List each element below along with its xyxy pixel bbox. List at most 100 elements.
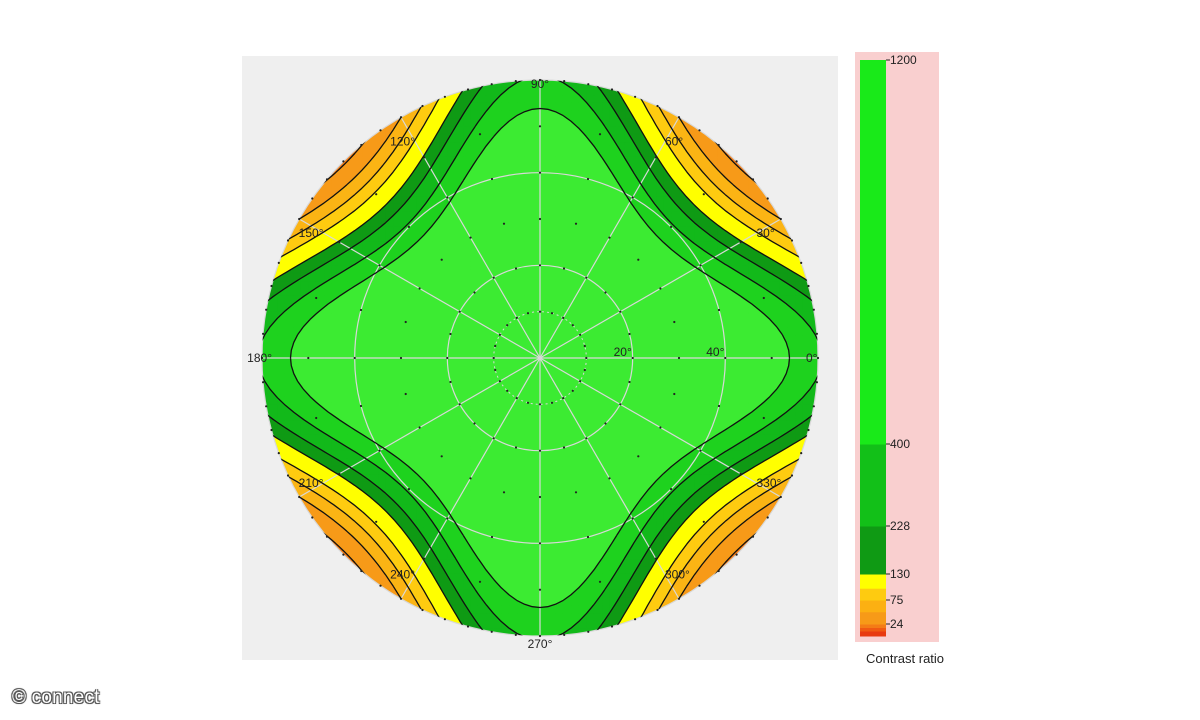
- sample-dot: [608, 477, 611, 480]
- sample-dot: [762, 416, 765, 420]
- sample-dot: [637, 258, 640, 261]
- scale-band-24: [860, 611, 886, 625]
- sample-dot: [399, 356, 403, 360]
- sample-dot: [631, 517, 634, 520]
- sample-dot: [574, 491, 578, 494]
- sample-dot: [265, 308, 268, 311]
- sample-dot: [673, 392, 676, 396]
- sample-dot: [770, 356, 773, 360]
- angle-label-210: 210°: [299, 476, 324, 490]
- sample-dot: [338, 472, 341, 475]
- sample-dot: [790, 239, 794, 242]
- sample-dot: [262, 332, 265, 335]
- sample-dot: [717, 143, 720, 147]
- sample-dot: [677, 356, 681, 360]
- sample-dot: [563, 633, 566, 637]
- sample-dot: [490, 177, 494, 181]
- sample-dot: [538, 310, 542, 313]
- sample-dot: [538, 588, 542, 591]
- sample-dot: [375, 193, 378, 196]
- sample-dot: [538, 264, 542, 267]
- sample-dot: [815, 332, 819, 335]
- sample-dot: [458, 403, 461, 406]
- sample-dot: [659, 426, 662, 429]
- scale-band-10: [860, 627, 886, 632]
- sample-dot: [399, 597, 403, 600]
- sample-dot: [677, 597, 681, 600]
- sample-dot: [550, 312, 554, 315]
- sample-dot: [739, 241, 742, 244]
- sample-dot: [360, 569, 363, 573]
- angle-label-120: 120°: [390, 135, 415, 149]
- angle-label-0: 0°: [806, 351, 818, 365]
- sample-dot: [766, 516, 769, 519]
- sample-dot: [586, 177, 590, 181]
- sample-dot: [404, 320, 407, 324]
- sample-dot: [515, 397, 518, 400]
- sample-dot: [492, 276, 495, 279]
- watermark-text: © connect: [12, 687, 100, 708]
- sample-dot: [494, 368, 497, 372]
- sample-dot: [514, 80, 517, 83]
- sample-dot: [360, 143, 363, 147]
- sample-dot: [315, 296, 318, 300]
- sample-dot: [277, 452, 280, 455]
- sample-dot: [265, 405, 268, 408]
- sample-dot: [538, 125, 542, 128]
- sample-dot: [359, 308, 363, 312]
- scale-band-400: [860, 60, 886, 445]
- sample-dot: [492, 356, 495, 360]
- angle-label-150: 150°: [299, 226, 324, 240]
- sample-dot: [656, 608, 659, 612]
- sample-dot: [654, 156, 657, 159]
- sample-dot: [423, 557, 426, 560]
- sample-dot: [779, 217, 782, 221]
- scale-tick-label: 24: [890, 617, 904, 631]
- sample-dot: [702, 193, 705, 196]
- sample-dot: [378, 264, 381, 267]
- sample-dot: [550, 401, 554, 404]
- sample-dot: [270, 428, 273, 432]
- sample-dot: [587, 83, 590, 86]
- sample-dot: [498, 333, 501, 336]
- scale-tick-label: 75: [890, 593, 904, 607]
- sample-dot: [762, 296, 765, 300]
- sample-dot: [698, 584, 701, 587]
- sample-dot: [812, 405, 815, 408]
- sample-dot: [490, 83, 493, 86]
- sample-dot: [286, 239, 290, 242]
- sample-dot: [724, 356, 727, 360]
- sample-dot: [325, 178, 329, 181]
- sample-dot: [699, 449, 702, 452]
- sample-dot: [338, 241, 341, 244]
- sample-dot: [571, 389, 574, 392]
- radial-tick-label: 40°: [706, 345, 724, 359]
- sample-dot: [563, 80, 566, 83]
- color-scale-panel: 1200 400 228 130 75 24: [855, 52, 939, 642]
- sample-dot: [399, 116, 403, 119]
- sample-dot: [378, 449, 381, 452]
- polar-plot-panel: 0° 30° 60° 90° 120° 150° 180° 210° 240° 270° 300° 3…: [242, 56, 838, 660]
- sample-dot: [449, 380, 452, 384]
- sample-dot: [634, 95, 637, 98]
- sample-dot: [800, 452, 803, 455]
- sample-dot: [634, 618, 637, 621]
- sample-dot: [579, 380, 582, 383]
- sample-dot: [717, 569, 720, 573]
- sample-dot: [262, 381, 265, 384]
- sample-dot: [418, 287, 421, 290]
- sample-dot: [446, 356, 449, 360]
- sample-dot: [515, 316, 518, 319]
- sample-dot: [751, 535, 755, 538]
- sample-dot: [699, 264, 702, 267]
- sample-dot: [286, 474, 290, 477]
- sample-dot: [702, 520, 705, 523]
- sample-dot: [514, 446, 518, 449]
- sample-dot: [677, 116, 681, 119]
- sample-dot: [440, 455, 443, 458]
- sample-dot: [379, 584, 382, 587]
- sample-dot: [631, 356, 634, 360]
- sample-dot: [270, 284, 273, 288]
- sample-dot: [628, 380, 631, 384]
- sample-dot: [473, 291, 476, 294]
